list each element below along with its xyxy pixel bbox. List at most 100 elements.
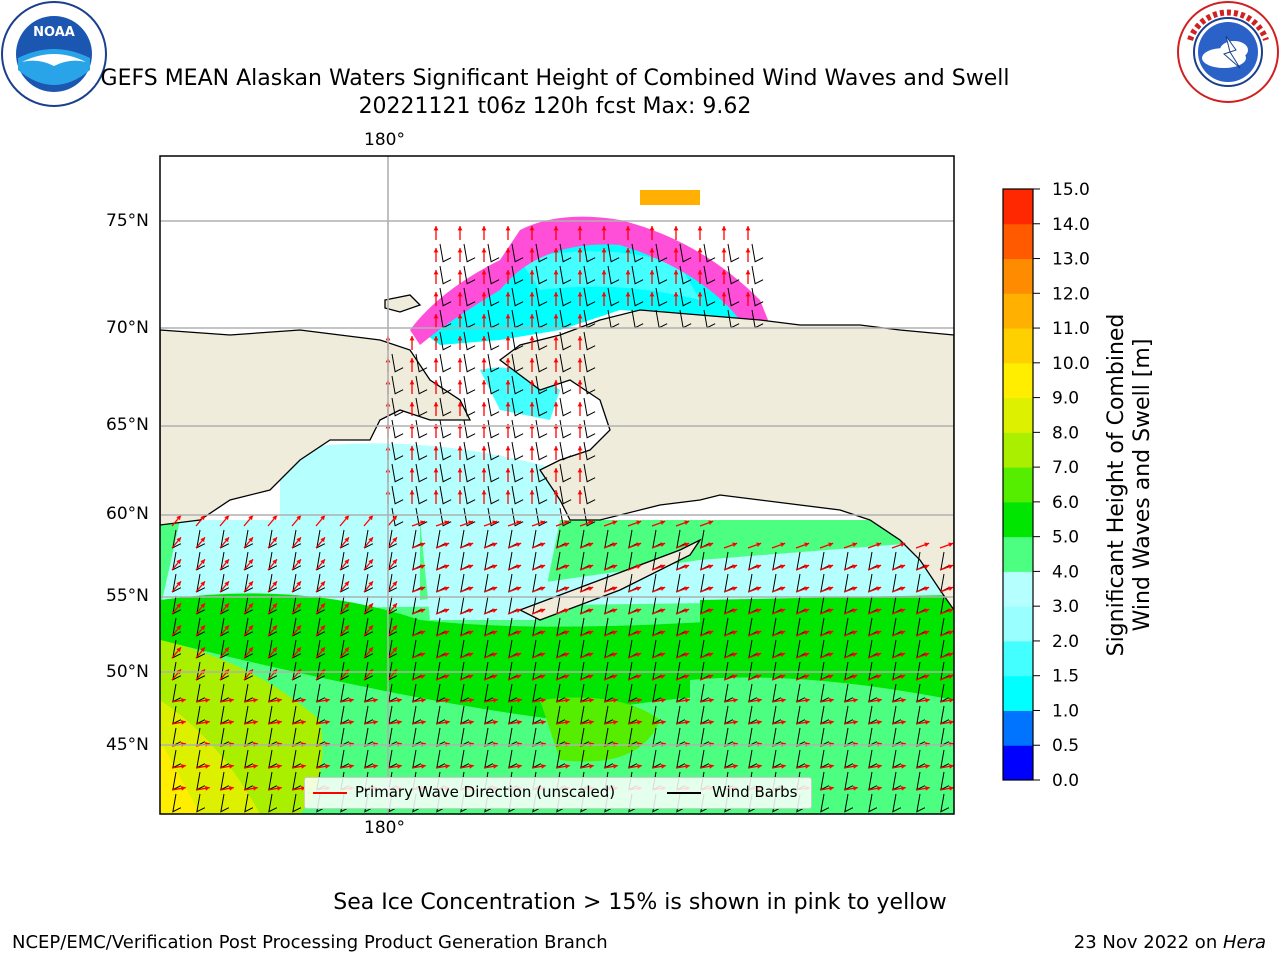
wave-direction-arrowhead [529,292,535,297]
wave-direction-arrowhead [469,719,474,725]
wave-direction-arrowhead [577,314,583,319]
wave-direction-arrowhead [625,226,631,231]
wave-direction-arrowhead [409,358,415,363]
wave-direction-arrowhead [253,763,258,769]
wave-direction-arrowhead [492,674,498,679]
wave-direction-arrowhead [612,586,618,591]
wave-direction-arrowhead [457,270,463,275]
wind-barb [892,793,902,813]
wave-direction-arrowhead [925,719,930,725]
wave-direction-arrowhead [684,652,690,657]
wind-barb [703,287,716,307]
wave-direction-arrowhead [301,785,306,791]
wave-direction-arrowhead [900,652,906,657]
wind-barb [583,243,596,263]
wave-direction-arrowhead [684,542,690,547]
wind-barb [511,353,524,373]
wind-barb [463,243,476,263]
wind-barb [916,793,926,813]
wave-direction-arrowhead [481,292,487,297]
wave-direction-arrowhead [553,314,559,319]
map-legend: Primary Wave Direction (unscaled) Wind B… [304,777,812,809]
wind-barb [487,265,500,285]
wave-direction-arrowhead [876,608,882,613]
wave-direction-arrowhead [420,520,426,525]
wave-direction-arrowhead [565,697,570,703]
wind-barb [463,287,476,307]
wave-direction-arrowhead [433,380,439,385]
wave-direction-arrowhead [612,542,618,547]
wave-direction-arrowhead [517,697,522,703]
wave-direction-arrowhead [948,630,954,635]
wave-direction-arrowhead [949,763,954,769]
wave-direction-arrowhead [409,490,415,495]
wave-direction-arrowhead [948,608,954,613]
wave-direction-arrowhead [673,292,679,297]
wave-direction-arrowhead [684,564,690,569]
wind-barb [487,507,500,527]
wave-direction-arrowhead [457,490,463,495]
wave-direction-arrowhead [457,402,463,407]
wave-direction-arrowhead [804,564,810,569]
wave-direction-arrowhead [721,226,727,231]
chart-subtitle: 20221121 t06z 120h fcst Max: 9.62 [358,94,752,119]
nws-logo [1177,1,1279,103]
wave-direction-layer [171,226,954,791]
wave-direction-arrowhead [529,468,535,473]
wave-direction-arrowhead [780,564,786,569]
wave-direction-arrowhead [828,586,834,591]
wave-direction-arrowhead [613,697,618,703]
wave-direction-arrowhead [444,608,450,613]
lon-label-top: 180° [364,130,405,150]
wave-direction-arrowhead [392,625,397,631]
wind-barb [391,353,404,373]
wave-direction-arrowhead [661,719,666,725]
wave-direction-arrowhead [457,226,463,231]
wind-barb [463,485,476,505]
wave-direction-arrowhead [601,248,607,253]
wave-direction-arrowhead [564,542,570,547]
wind-barb [415,485,428,505]
wave-direction-arrowhead [697,226,703,231]
wind-barb [559,375,572,395]
wave-direction-arrowhead [320,537,325,543]
wave-direction-arrowhead [756,630,762,635]
wave-direction-arrowhead [176,603,181,609]
wave-direction-arrowhead [660,630,666,635]
wave-direction-arrowhead [272,603,277,609]
wave-direction-arrowhead [200,537,205,543]
wave-direction-arrowhead [780,542,786,547]
wave-direction-arrowhead [444,542,450,547]
wave-direction-arrowhead [420,630,426,635]
wave-direction-arrowhead [780,652,786,657]
wind-barb [511,441,524,461]
wave-direction-arrowhead [272,625,277,631]
wave-direction-arrowhead [457,248,463,253]
wave-direction-arrowhead [296,537,301,543]
wave-direction-arrowhead [877,719,882,725]
wave-direction-arrowhead [660,652,666,657]
wind-barb [559,397,572,417]
wave-direction-arrowhead [205,697,210,703]
wave-direction-arrowhead [529,380,535,385]
wave-direction-arrowhead [409,380,415,385]
wave-direction-arrowhead [708,520,714,525]
wind-barb [391,507,404,527]
wave-direction-arrowhead [636,652,642,657]
wave-direction-arrowhead [229,697,234,703]
wave-direction-arrowhead [564,652,570,657]
wave-direction-arrowhead [685,719,690,725]
wave-direction-arrowhead [601,226,607,231]
wave-direction-arrowhead [948,542,954,547]
wave-direction-arrowhead [224,581,229,587]
wave-direction-arrowhead [540,542,546,547]
wave-direction-arrowhead [457,358,463,363]
wave-direction-arrowhead [492,608,498,613]
wave-direction-arrowhead [577,336,583,341]
wave-direction-arrowhead [877,785,882,791]
wave-direction-arrowhead [589,697,594,703]
wave-direction-arrowhead [200,515,205,521]
wave-direction-arrowhead [492,520,498,525]
wave-direction-arrowhead [248,603,253,609]
wave-direction-arrowhead [373,763,378,769]
